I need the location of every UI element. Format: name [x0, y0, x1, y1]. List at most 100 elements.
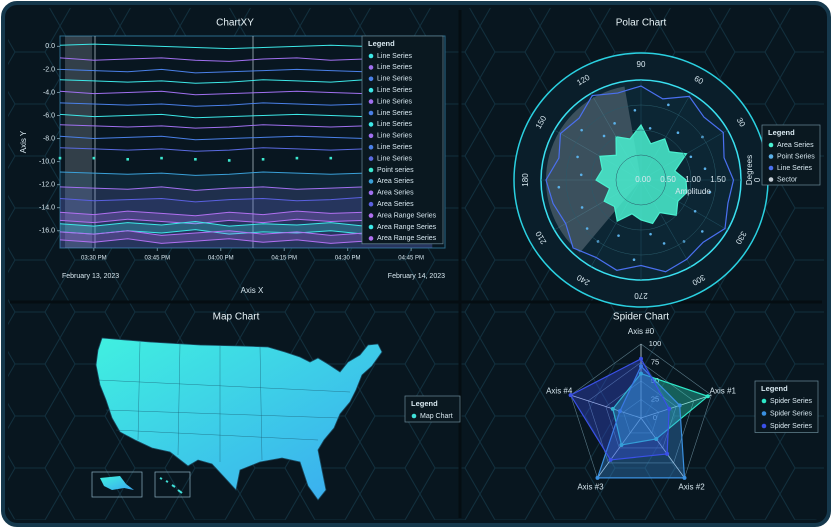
- web-grid: [587, 362, 695, 464]
- radar-point: [677, 403, 682, 408]
- point: [194, 157, 197, 161]
- legend-box: [754, 380, 819, 433]
- point: [708, 190, 712, 194]
- y-tick-label: -10.0: [39, 158, 55, 165]
- legend-swatch: [368, 179, 374, 184]
- legend-swatch: [768, 154, 774, 159]
- area-fill: [60, 171, 433, 248]
- legend-label: Point series: [377, 167, 414, 174]
- point: [617, 234, 620, 237]
- legend-swatch: [368, 99, 374, 104]
- radial-tick-label: 0.00: [635, 175, 651, 184]
- y-tick-label: -4.0: [43, 89, 55, 96]
- x-tick-label: 04:45 PM: [398, 256, 424, 262]
- axis-label: Axis #0: [628, 327, 655, 336]
- axis-label: Axis #3: [577, 483, 604, 492]
- point: [676, 131, 680, 135]
- point: [576, 155, 579, 159]
- y-axis-title: Axis Y: [19, 130, 28, 153]
- radar-point: [610, 406, 615, 411]
- legend-label: Line Series: [377, 64, 413, 71]
- radar-area: [569, 358, 670, 461]
- x-tick-label: 03:45 PM: [144, 256, 170, 262]
- legend-swatch: [368, 167, 374, 173]
- chart-title: Spider Chart: [613, 312, 669, 323]
- point: [700, 230, 704, 233]
- spoke: [597, 417, 642, 479]
- x-axis-title: Axis X: [241, 286, 264, 295]
- y-tick-label: -2.0: [43, 66, 55, 73]
- legend-title: Legend: [768, 128, 795, 137]
- r-tick-label: 0: [653, 413, 657, 422]
- radial-tick-label: 0.50: [660, 175, 676, 184]
- radar-area: [612, 372, 710, 446]
- radial-tick-label: 1.50: [710, 175, 726, 184]
- legend-swatch: [761, 423, 767, 429]
- legend-label: Area Series: [377, 178, 414, 185]
- radial-grid: [615, 154, 667, 206]
- point: [261, 157, 265, 161]
- x-tick-label: 04:30 PM: [335, 256, 361, 262]
- legend-label: Line Series: [377, 155, 413, 162]
- legend-label: Area Series: [377, 201, 414, 208]
- radar-point: [617, 409, 622, 414]
- point: [58, 156, 62, 160]
- point: [580, 206, 584, 209]
- area-range: [60, 230, 433, 244]
- legend-title: Legend: [761, 384, 788, 393]
- polar-area: [595, 123, 688, 225]
- web-grid: [605, 380, 677, 449]
- point: [602, 134, 606, 138]
- legend-swatch: [768, 142, 774, 148]
- legend-swatch: [368, 201, 374, 207]
- legend-label: Spider Series: [770, 410, 813, 417]
- radar-point: [608, 457, 613, 462]
- legend-swatch: [368, 87, 374, 93]
- legend-label: Line Series: [377, 133, 413, 140]
- point: [632, 258, 636, 261]
- point: [579, 173, 583, 177]
- spoke: [640, 417, 685, 479]
- y-tick-label: -6.0: [43, 112, 55, 119]
- axis-label: Axis #2: [678, 483, 705, 492]
- legend-swatch: [368, 156, 374, 161]
- radar-point: [639, 371, 643, 376]
- x-tick-label: 04:15 PM: [271, 256, 297, 262]
- legend-swatch: [368, 122, 374, 127]
- us-map: [91, 337, 383, 501]
- legend-label: Line Series: [377, 121, 413, 128]
- legend-label: Map Chart: [420, 413, 453, 420]
- angle-tick-label: 90: [637, 60, 646, 69]
- legend-label: Line Series: [377, 98, 413, 105]
- point: [648, 126, 652, 130]
- legend-label: Area Range Series: [377, 212, 437, 219]
- point: [693, 209, 697, 213]
- angle-tick-label: 180: [521, 173, 530, 187]
- spoke: [640, 394, 712, 419]
- x-tick-label: 04:00 PM: [208, 256, 234, 262]
- point: [613, 122, 616, 125]
- point: [667, 103, 670, 107]
- point: [92, 156, 96, 160]
- axis-label: Axis #1: [710, 387, 737, 396]
- legend-label: Line Series: [377, 76, 413, 83]
- legend-label: Line Series: [377, 110, 413, 117]
- y-tick-label: -14.0: [39, 205, 55, 212]
- point: [689, 155, 693, 159]
- legend-swatch: [368, 65, 374, 70]
- chart-title: Map Chart: [213, 312, 260, 323]
- r-tick-label: 25: [651, 394, 659, 403]
- legend-box: [361, 35, 444, 245]
- legend-swatch: [761, 398, 767, 404]
- area-fill: [60, 197, 433, 248]
- legend-swatch: [411, 413, 417, 419]
- legend-swatch: [368, 190, 374, 196]
- y-tick-label: 0.0: [45, 43, 55, 50]
- legend-label: Area Range Series: [377, 235, 437, 242]
- radial-tick-label: 1.00: [685, 175, 701, 184]
- legend-label: Line Series: [377, 87, 413, 94]
- point: [227, 159, 231, 162]
- r-axis-title: Amplitude: [675, 187, 711, 196]
- y-tick-label: -12.0: [39, 181, 55, 188]
- sector: [546, 86, 641, 253]
